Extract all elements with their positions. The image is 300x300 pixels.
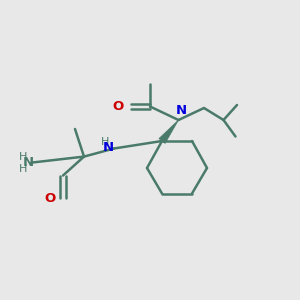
Text: H: H: [19, 164, 27, 174]
Text: N: N: [103, 141, 114, 154]
Text: O: O: [45, 191, 56, 205]
Text: H: H: [19, 152, 27, 162]
Text: O: O: [112, 100, 124, 113]
Text: N: N: [175, 104, 187, 118]
Text: N: N: [23, 156, 34, 169]
Polygon shape: [159, 120, 178, 143]
Text: H: H: [101, 137, 109, 147]
